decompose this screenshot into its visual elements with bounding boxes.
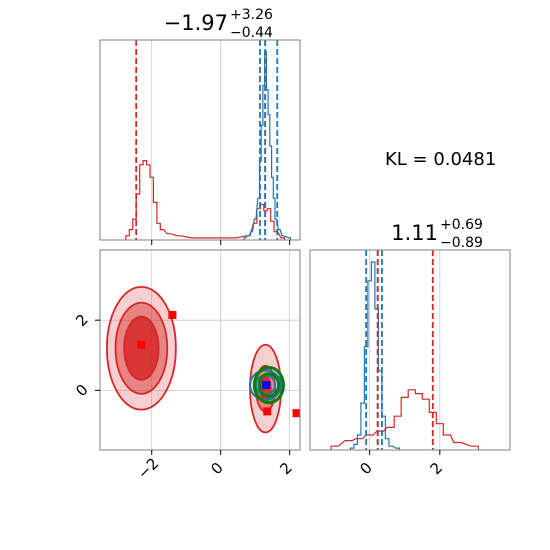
title-median: −1.97 bbox=[164, 11, 228, 35]
histogram-panel-param-1: −1.97 +3.26 −0.44 bbox=[99, 7, 301, 245]
title-upper: +3.26 bbox=[230, 7, 273, 23]
y-tick-label: 2 bbox=[72, 310, 91, 329]
title-lower: −0.44 bbox=[230, 25, 273, 41]
kl-divergence-label: KL = 0.0481 bbox=[385, 149, 496, 170]
axes-frame bbox=[99, 249, 301, 451]
joint-plot-area bbox=[105, 285, 300, 434]
histogram-series-blue bbox=[349, 261, 401, 451]
marker-red bbox=[263, 407, 272, 416]
panel-title: 1.11 +0.69 −0.89 bbox=[391, 217, 483, 251]
title-upper: +0.69 bbox=[440, 217, 483, 233]
contour-green bbox=[252, 366, 285, 405]
joint-contour-panel: −2 0 2 0 2 bbox=[72, 249, 301, 483]
axes-frame bbox=[99, 39, 301, 241]
title-median: 1.11 bbox=[391, 221, 438, 245]
marker-red bbox=[168, 310, 177, 319]
title-lower: −0.89 bbox=[440, 235, 483, 251]
x-tick-label: 0 bbox=[356, 459, 375, 478]
marker-red bbox=[137, 340, 146, 349]
histogram-series-red bbox=[125, 160, 286, 241]
histogram-series-blue bbox=[243, 51, 292, 241]
contour-blue bbox=[249, 369, 283, 401]
x-tick-label: 2 bbox=[427, 459, 446, 478]
x-tick-label: 0 bbox=[207, 459, 226, 478]
marker-blue bbox=[262, 381, 271, 390]
panel-title: −1.97 +3.26 −0.44 bbox=[164, 7, 273, 41]
x-tick-label: −2 bbox=[134, 454, 162, 482]
x-tick-label: 2 bbox=[276, 459, 295, 478]
y-tick-label: 0 bbox=[72, 381, 91, 400]
histogram-series-red bbox=[330, 389, 480, 451]
histogram-panel-param-2: 0 2 1.11 +0.69 −0.89 bbox=[309, 217, 511, 478]
contour-green bbox=[257, 372, 281, 398]
axes-frame bbox=[309, 249, 511, 451]
marker-red bbox=[292, 409, 300, 418]
